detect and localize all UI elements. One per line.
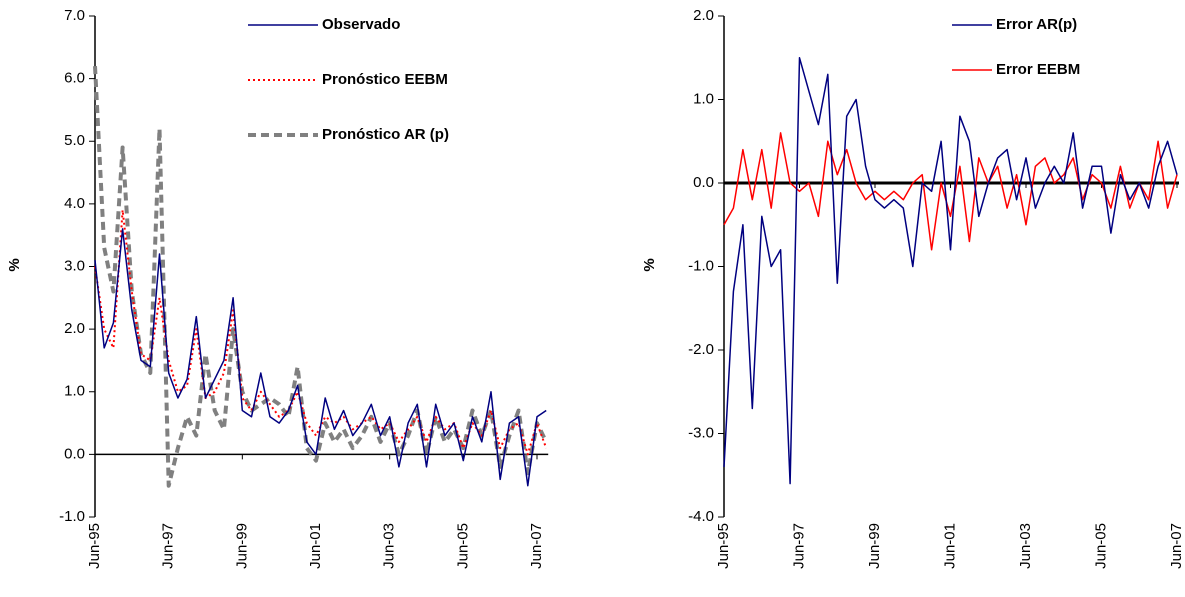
- y-tick-label: 1.0: [64, 383, 85, 400]
- x-tick-label: Jun-03: [381, 523, 398, 569]
- y-tick-label: -3.0: [688, 424, 714, 441]
- series-line: [94, 228, 547, 487]
- y-tick-label: 0.0: [693, 174, 714, 191]
- y-tick-label: -4.0: [688, 508, 714, 525]
- x-tick-label: Jun-97: [160, 523, 177, 569]
- y-axis-label: %: [6, 258, 23, 271]
- legend-label: Error AR(p): [996, 16, 1077, 33]
- y-axis-label: %: [641, 258, 658, 271]
- y-tick-label: 5.0: [64, 132, 85, 149]
- legend-label: Pronóstico AR (p): [322, 126, 449, 143]
- y-tick-label: 0.0: [64, 445, 85, 462]
- y-tick-label: 7.0: [64, 7, 85, 24]
- x-tick-label: Jun-03: [1017, 523, 1034, 569]
- series-line: [723, 132, 1178, 251]
- y-tick-label: 3.0: [64, 257, 85, 274]
- legend-label: Pronóstico EEBM: [322, 71, 448, 88]
- y-tick-label: -1.0: [59, 508, 85, 525]
- series-line: [93, 65, 548, 488]
- y-tick-label: 6.0: [64, 70, 85, 87]
- y-tick-label: 2.0: [693, 7, 714, 24]
- x-tick-label: Jun-07: [1168, 523, 1185, 569]
- x-tick-label: Jun-01: [941, 523, 958, 569]
- x-tick-label: Jun-05: [454, 523, 471, 569]
- x-tick-label: Jun-99: [866, 523, 883, 569]
- x-tick-label: Jun-01: [307, 523, 324, 569]
- y-tick-label: 1.0: [693, 90, 714, 107]
- x-tick-label: Jun-95: [715, 523, 732, 569]
- x-tick-label: Jun-95: [86, 523, 103, 569]
- legend-label: Observado: [322, 16, 400, 33]
- x-tick-label: Jun-05: [1092, 523, 1109, 569]
- x-tick-label: Jun-07: [528, 523, 545, 569]
- x-tick-label: Jun-97: [790, 523, 807, 569]
- x-tick-label: Jun-99: [233, 523, 250, 569]
- y-tick-label: 4.0: [64, 195, 85, 212]
- series-line: [723, 57, 1178, 485]
- y-tick-label: 2.0: [64, 320, 85, 337]
- y-tick-label: -1.0: [688, 257, 714, 274]
- legend-label: Error EEBM: [996, 61, 1080, 78]
- y-tick-label: -2.0: [688, 341, 714, 358]
